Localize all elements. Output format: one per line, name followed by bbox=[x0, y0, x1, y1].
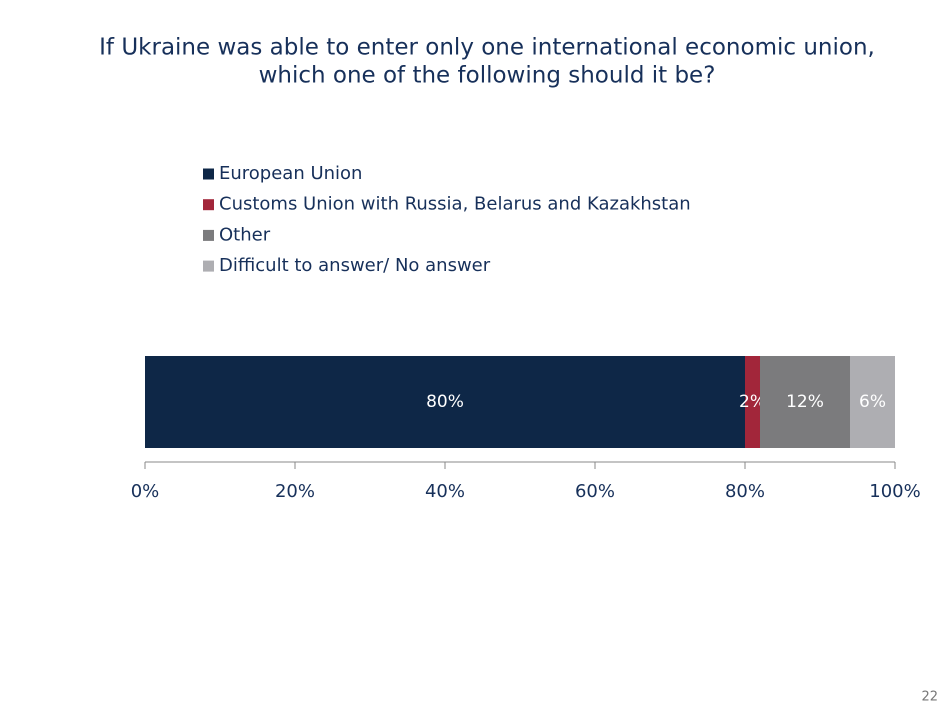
legend-swatch bbox=[203, 168, 214, 180]
legend-label: Other bbox=[219, 224, 271, 245]
x-tick-label: 60% bbox=[575, 481, 615, 502]
data-label: 6% bbox=[859, 392, 886, 412]
legend-swatch bbox=[203, 260, 214, 272]
chart-title: If Ukraine was able to enter only one in… bbox=[99, 35, 875, 61]
x-tick-label: 0% bbox=[131, 481, 160, 502]
legend-label: European Union bbox=[219, 163, 362, 184]
data-label: 2% bbox=[739, 392, 766, 412]
bar-segment bbox=[145, 356, 745, 448]
chart-title: which one of the following should it be? bbox=[259, 63, 716, 89]
x-tick-label: 20% bbox=[275, 481, 315, 502]
legend-label: Customs Union with Russia, Belarus and K… bbox=[219, 194, 691, 215]
x-tick-label: 40% bbox=[425, 481, 465, 502]
data-label: 12% bbox=[786, 392, 824, 412]
bar-segment bbox=[760, 356, 850, 448]
bar-segment bbox=[745, 356, 760, 448]
page-number: 22 bbox=[921, 690, 938, 705]
legend-swatch bbox=[203, 229, 214, 241]
x-tick-label: 80% bbox=[725, 481, 765, 502]
x-tick-label: 100% bbox=[869, 481, 920, 502]
legend-swatch bbox=[203, 199, 214, 211]
legend-label: Difficult to answer/ No answer bbox=[219, 255, 491, 276]
data-label: 80% bbox=[426, 392, 464, 412]
bar-segment bbox=[850, 356, 895, 448]
